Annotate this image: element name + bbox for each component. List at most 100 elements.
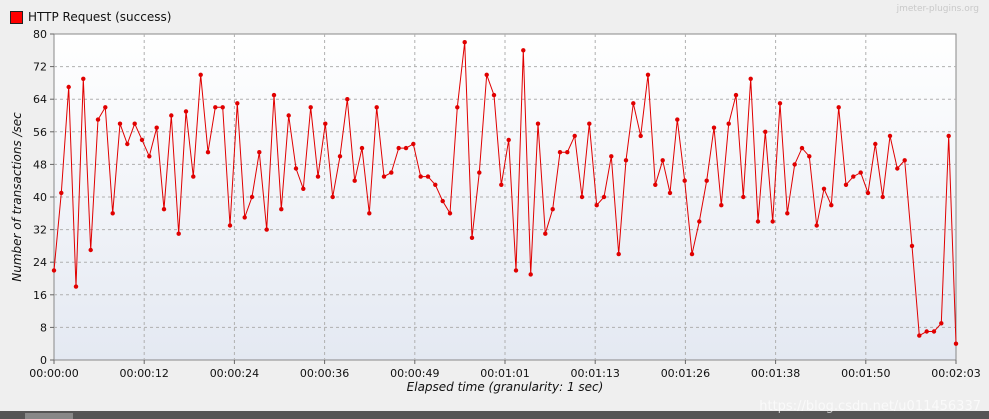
data-point [565, 150, 570, 155]
data-point [653, 182, 658, 187]
x-tick-label: 00:01:13 [570, 367, 619, 380]
y-tick-label: 64 [33, 93, 47, 106]
data-point [477, 170, 482, 175]
data-point [132, 121, 137, 126]
data-point [821, 186, 827, 191]
legend: HTTP Request (success) [10, 9, 171, 25]
data-point [125, 141, 130, 147]
data-point [293, 166, 299, 171]
data-point [521, 48, 526, 53]
y-tick-label: 0 [40, 354, 47, 367]
legend-swatch [10, 10, 23, 24]
x-tick-label: 00:00:24 [210, 367, 259, 380]
x-tick-label: 00:01:38 [751, 367, 800, 380]
data-point [154, 125, 159, 130]
data-point [946, 133, 951, 139]
data-point [139, 137, 145, 143]
data-point [411, 141, 416, 147]
data-point [719, 203, 724, 208]
data-point [939, 321, 944, 326]
data-point [917, 333, 922, 338]
data-point [631, 101, 636, 106]
legend-label: HTTP Request (success) [28, 10, 172, 24]
data-point [741, 194, 746, 200]
data-point [264, 227, 269, 232]
data-point [623, 158, 629, 163]
scroll-tab[interactable] [25, 413, 73, 419]
data-point [374, 105, 379, 110]
data-point [205, 150, 211, 155]
y-tick-label: 32 [33, 224, 47, 237]
data-point [433, 182, 438, 187]
data-point [381, 174, 387, 179]
x-tick-label: 00:01:01 [480, 367, 529, 380]
data-point [396, 145, 401, 151]
data-point [183, 109, 189, 114]
data-point [601, 194, 607, 200]
data-point [81, 76, 86, 82]
data-point [88, 247, 93, 253]
data-point [242, 215, 247, 220]
data-point [785, 211, 790, 216]
data-point [110, 211, 115, 216]
y-tick-label: 56 [33, 126, 47, 139]
data-point [469, 235, 475, 240]
data-point [337, 154, 343, 159]
data-point [543, 231, 548, 236]
data-point [763, 129, 768, 134]
data-point [748, 76, 753, 82]
data-point [660, 158, 665, 163]
data-point [117, 121, 123, 126]
data-point [513, 268, 519, 273]
bottom-strip [0, 411, 989, 419]
x-tick-label: 00:00:12 [119, 367, 168, 380]
data-point [711, 125, 717, 130]
data-point [191, 174, 196, 179]
data-point [887, 133, 893, 139]
data-point [953, 341, 959, 346]
data-point [367, 211, 372, 216]
y-tick-label: 80 [33, 28, 47, 41]
data-point [924, 329, 929, 334]
data-point [675, 117, 680, 122]
data-point [161, 207, 167, 212]
data-point [73, 284, 79, 289]
data-point [799, 145, 805, 151]
data-point [557, 150, 563, 155]
data-point [103, 105, 108, 110]
data-point [572, 133, 577, 139]
data-point [873, 141, 878, 147]
data-point [499, 182, 504, 187]
data-point [279, 207, 284, 212]
x-tick-label: 00:02:03 [931, 367, 980, 380]
data-point [880, 194, 885, 200]
data-point [587, 121, 592, 126]
x-tick-label: 00:00:49 [390, 367, 439, 380]
data-point [609, 154, 614, 159]
data-point [213, 105, 218, 110]
data-point [425, 174, 431, 179]
data-point [836, 105, 841, 110]
data-point [235, 101, 240, 106]
data-point [638, 133, 643, 139]
data-point [271, 92, 277, 98]
data-point [389, 170, 394, 175]
data-point [345, 97, 350, 102]
y-axis-label: Number of transactions /sec [10, 112, 24, 282]
data-point [807, 154, 812, 159]
data-point [733, 92, 739, 98]
data-point [770, 219, 775, 224]
data-point [616, 251, 621, 257]
data-point [858, 170, 863, 175]
data-point [403, 145, 409, 151]
data-point [440, 198, 445, 204]
x-tick-label: 00:01:50 [841, 367, 890, 380]
data-point [528, 272, 533, 277]
data-point [484, 72, 489, 78]
data-point [330, 194, 335, 200]
data-point [169, 113, 174, 118]
data-point [66, 84, 71, 90]
data-point [851, 174, 856, 179]
data-point [227, 223, 233, 228]
